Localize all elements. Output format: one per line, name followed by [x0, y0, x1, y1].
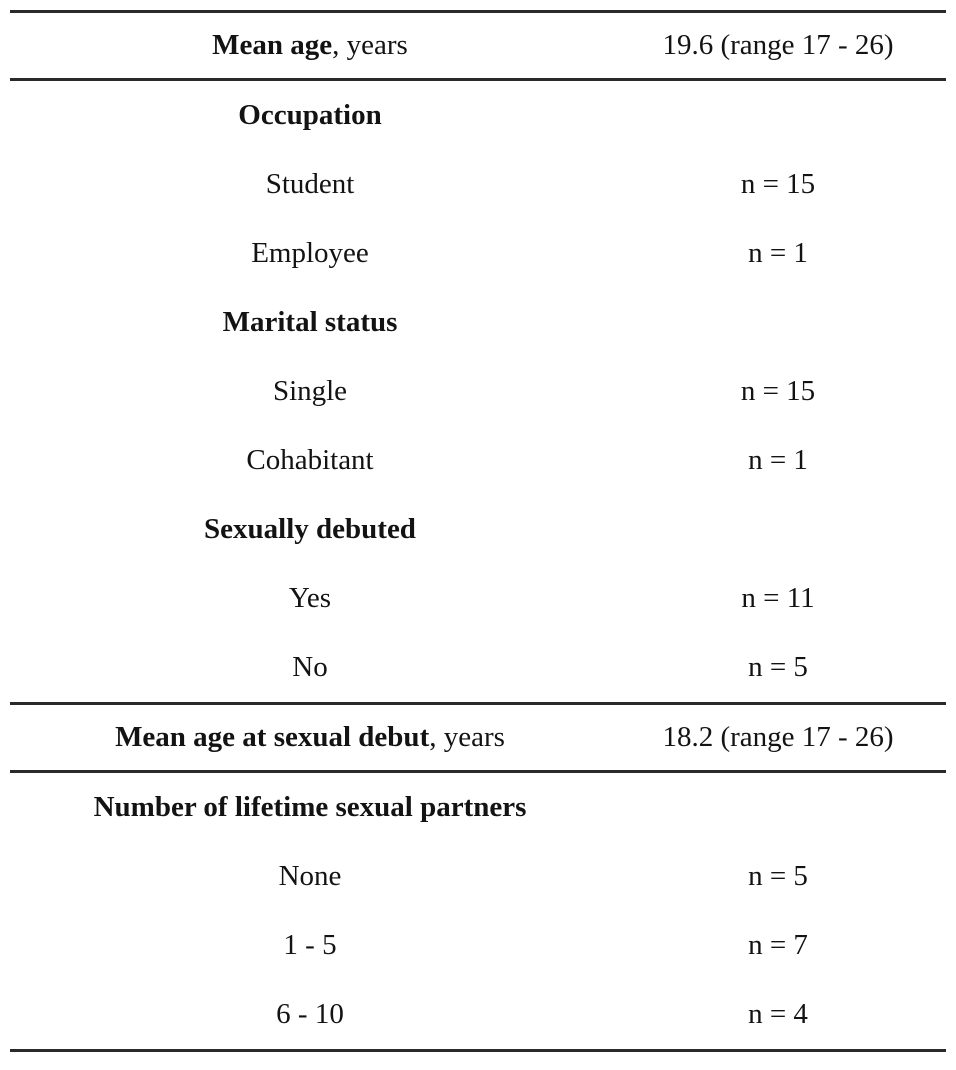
row-value: n = 15 [740, 374, 816, 407]
row-label-rest: 1 - 5 [283, 928, 337, 961]
table-row: Mean age at sexual debut, years 18.2 (ra… [10, 705, 946, 770]
row-label: Mean age, years [10, 28, 610, 62]
table-row: Mean age, years 19.6 (range 17 - 26) [10, 13, 946, 78]
row-label-bold: Occupation [238, 98, 382, 131]
row-label: Single [10, 374, 610, 408]
row-label: No [10, 650, 610, 684]
row-label-rest: No [292, 650, 328, 683]
table-row: Student n = 15 [10, 150, 946, 219]
row-label-bold: Mean age at sexual debut [115, 720, 430, 753]
row-label: Employee [10, 236, 610, 270]
row-label-rest: Cohabitant [246, 443, 374, 476]
row-label-rest: 6 - 10 [276, 997, 344, 1030]
table-row: Sexually debuted [10, 495, 946, 564]
row-value: 18.2 (range 17 - 26) [662, 720, 894, 753]
row-label-rest: Yes [288, 581, 332, 614]
row-label-bold: Marital status [222, 305, 398, 338]
table-rule-after-mean-age [10, 78, 946, 81]
row-value: n = 4 [748, 997, 808, 1030]
table-row: Yes n = 11 [10, 564, 946, 633]
row-label: Student [10, 167, 610, 201]
row-value: n = 15 [740, 167, 816, 200]
row-value: n = 1 [748, 443, 808, 476]
row-value: n = 7 [748, 928, 808, 961]
demographics-table: Mean age, years 19.6 (range 17 - 26) Occ… [10, 10, 946, 1052]
row-label: Occupation [10, 98, 610, 132]
row-label: Sexually debuted [10, 512, 610, 546]
row-value: 19.6 (range 17 - 26) [662, 28, 894, 61]
row-value: n = 11 [741, 581, 815, 614]
row-label: 6 - 10 [10, 997, 610, 1031]
table-rule-bottom [10, 1049, 946, 1052]
table-row: 6 - 10 n = 4 [10, 980, 946, 1049]
row-label: None [10, 859, 610, 893]
table-row: 1 - 5 n = 7 [10, 911, 946, 980]
table-row: Occupation [10, 81, 946, 150]
row-label-rest: , years [429, 720, 505, 753]
row-label-rest: Student [265, 167, 355, 200]
table-row: Marital status [10, 288, 946, 357]
table-row: No n = 5 [10, 633, 946, 702]
row-value: n = 1 [748, 236, 808, 269]
row-label: 1 - 5 [10, 928, 610, 962]
row-label: Cohabitant [10, 443, 610, 477]
table-rule-top [10, 10, 946, 13]
row-label: Mean age at sexual debut, years [10, 720, 610, 754]
table-row: None n = 5 [10, 842, 946, 911]
table-row: Number of lifetime sexual partners [10, 773, 946, 842]
row-label-rest: Single [272, 374, 348, 407]
table-rule-after-debut [10, 770, 946, 773]
row-label: Number of lifetime sexual partners [10, 790, 610, 824]
row-label-bold: Number of lifetime sexual partners [93, 790, 527, 823]
row-label-bold: Mean age [212, 28, 333, 61]
table-rule-before-debut [10, 702, 946, 705]
row-label-rest: None [278, 859, 342, 892]
table-row: Single n = 15 [10, 357, 946, 426]
row-label-rest: , years [332, 28, 408, 61]
row-label: Yes [10, 581, 610, 615]
row-value: n = 5 [748, 650, 808, 683]
row-label: Marital status [10, 305, 610, 339]
row-label-rest: Employee [251, 236, 369, 269]
row-value: n = 5 [748, 859, 808, 892]
row-label-bold: Sexually debuted [204, 512, 416, 545]
table-row: Employee n = 1 [10, 219, 946, 288]
table-row: Cohabitant n = 1 [10, 426, 946, 495]
